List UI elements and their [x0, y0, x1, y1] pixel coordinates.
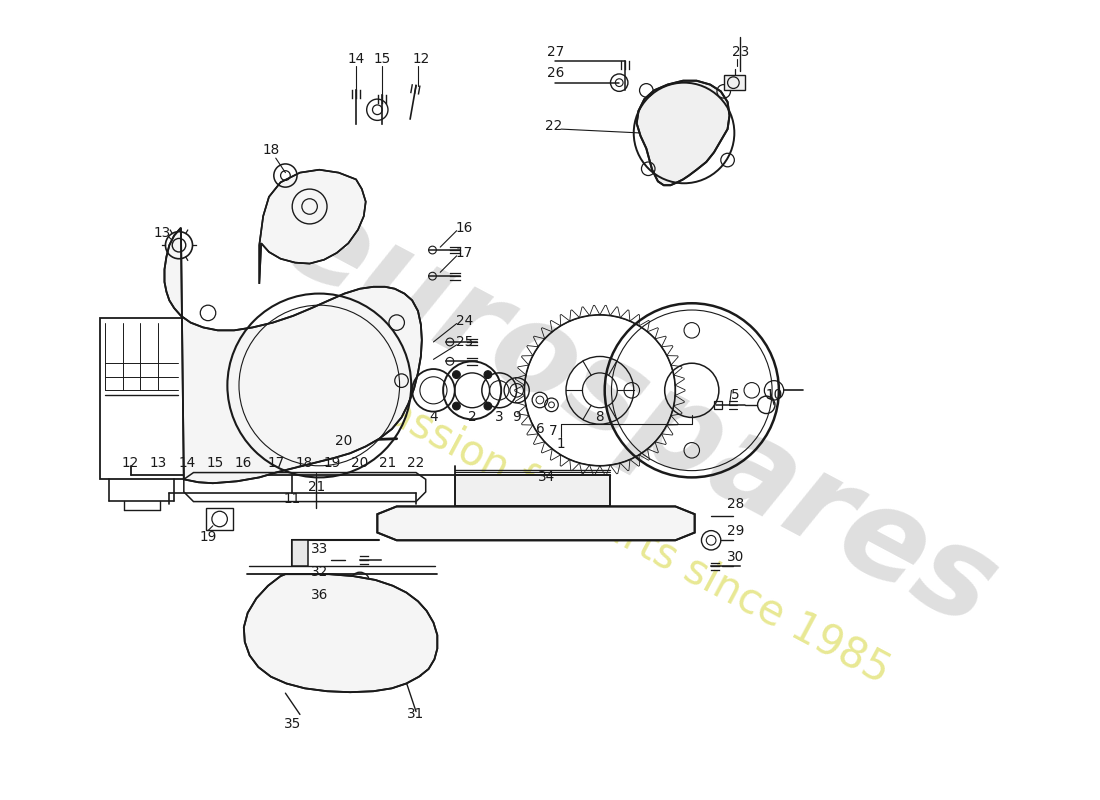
Text: 10: 10	[766, 388, 782, 402]
Text: 6: 6	[536, 422, 544, 436]
Text: 14: 14	[348, 53, 365, 66]
Text: 9: 9	[513, 410, 521, 425]
Text: 13: 13	[154, 226, 172, 240]
Text: a passion for parts since 1985: a passion for parts since 1985	[322, 360, 896, 692]
Text: 2: 2	[468, 410, 476, 425]
Text: 32: 32	[310, 566, 328, 579]
Circle shape	[484, 370, 492, 378]
Polygon shape	[260, 170, 365, 284]
Text: 18: 18	[262, 143, 279, 158]
Text: 12: 12	[412, 53, 429, 66]
Text: 34: 34	[538, 470, 556, 485]
Text: 29: 29	[727, 524, 744, 538]
Text: 8: 8	[595, 410, 604, 425]
Bar	[454, 475, 609, 506]
Text: 26: 26	[547, 66, 564, 80]
Text: 1: 1	[557, 437, 565, 450]
Text: 33: 33	[310, 542, 328, 556]
Text: 25: 25	[455, 335, 473, 349]
Circle shape	[452, 370, 460, 378]
Polygon shape	[637, 81, 729, 186]
Text: 35: 35	[284, 717, 301, 731]
Polygon shape	[165, 228, 421, 483]
Polygon shape	[377, 506, 695, 540]
Text: 24: 24	[455, 314, 473, 328]
Text: 30: 30	[727, 550, 744, 564]
Text: 13: 13	[150, 456, 167, 470]
Text: 20: 20	[351, 456, 369, 470]
Circle shape	[484, 402, 492, 410]
Text: 22: 22	[544, 119, 562, 133]
Text: 17: 17	[455, 246, 473, 260]
Text: 14: 14	[178, 456, 196, 470]
Text: 16: 16	[455, 221, 473, 234]
Text: 21: 21	[308, 480, 324, 494]
Bar	[724, 75, 745, 90]
Polygon shape	[244, 574, 438, 692]
Text: 16: 16	[234, 456, 252, 470]
Text: 11: 11	[284, 492, 300, 506]
Text: eurospares: eurospares	[262, 175, 1015, 654]
Text: 5: 5	[730, 388, 739, 402]
Text: 17: 17	[267, 456, 285, 470]
Text: 19: 19	[199, 530, 217, 544]
Text: 27: 27	[547, 45, 564, 58]
Text: 3: 3	[495, 410, 504, 425]
Text: 4: 4	[429, 410, 438, 425]
Text: 22: 22	[407, 456, 425, 470]
Text: 23: 23	[732, 45, 749, 58]
Bar	[714, 401, 722, 409]
Text: 31: 31	[407, 707, 425, 722]
Text: 36: 36	[310, 589, 328, 602]
Text: 21: 21	[379, 456, 397, 470]
Text: 18: 18	[295, 456, 312, 470]
Bar	[206, 508, 233, 530]
Text: 19: 19	[323, 456, 341, 470]
Text: 15: 15	[206, 456, 223, 470]
Text: 15: 15	[374, 53, 390, 66]
Text: 20: 20	[334, 434, 352, 448]
Bar	[454, 475, 609, 506]
Circle shape	[452, 402, 460, 410]
Text: 7: 7	[549, 424, 558, 438]
Text: 28: 28	[727, 498, 744, 511]
Text: 12: 12	[122, 456, 140, 470]
Polygon shape	[293, 540, 308, 566]
